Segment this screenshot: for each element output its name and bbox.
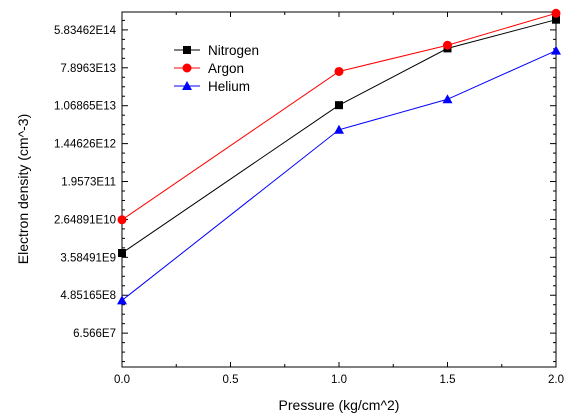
y-tick-label: 4.85165E8 bbox=[60, 290, 116, 302]
x-tick-label: 1.5 bbox=[440, 374, 456, 386]
data-point-helium bbox=[442, 94, 453, 104]
y-tick-label: 1.9573E11 bbox=[61, 177, 116, 189]
y-tick-label: 5.83462E14 bbox=[54, 25, 117, 37]
legend-marker-helium bbox=[182, 81, 192, 90]
series-line-nitrogen bbox=[121, 19, 557, 254]
x-tick-label: 0.0 bbox=[114, 374, 130, 386]
y-tick-label: 1.06865E13 bbox=[54, 101, 116, 113]
y-tick-label: 2.64891E10 bbox=[54, 214, 116, 226]
axis-ticks bbox=[121, 12, 557, 367]
legend-marker-argon bbox=[182, 63, 192, 73]
data-point-helium bbox=[117, 295, 127, 305]
legend-label-argon: Argon bbox=[208, 61, 244, 76]
y-tick-label: 3.58491E9 bbox=[60, 252, 116, 264]
y-axis-title: Electron density (cm^-3) bbox=[15, 114, 31, 265]
legend-marker-nitrogen bbox=[183, 46, 191, 54]
data-point-argon bbox=[551, 8, 561, 18]
series-line-argon bbox=[121, 12, 557, 221]
series-markers bbox=[117, 8, 561, 305]
y-tick-label: 6.566E7 bbox=[73, 328, 116, 340]
data-point-argon bbox=[443, 40, 452, 50]
data-point-nitrogen bbox=[118, 249, 126, 258]
data-point-nitrogen bbox=[552, 15, 560, 24]
y-tick-label: 7.8963E13 bbox=[60, 63, 116, 75]
data-point-helium bbox=[334, 124, 344, 134]
x-tick-label: 1.0 bbox=[331, 374, 347, 386]
series-lines bbox=[121, 12, 557, 301]
legend-label-nitrogen: Nitrogen bbox=[208, 43, 259, 58]
legend: Nitrogen Argon Helium bbox=[174, 43, 259, 94]
x-tick-label: 2.0 bbox=[548, 374, 564, 386]
axis-tick-labels: 0.0 0.5 1.0 1.5 2.0 6.566E7 4.85165E8 3.58491E9… bbox=[54, 25, 564, 386]
x-axis-title: Pressure (kg/cm^2) bbox=[279, 397, 400, 413]
data-point-helium bbox=[551, 45, 561, 55]
legend-label-helium: Helium bbox=[208, 79, 250, 94]
series-line-helium bbox=[121, 50, 557, 301]
data-point-argon bbox=[334, 66, 344, 76]
data-point-argon bbox=[117, 215, 127, 225]
data-point-nitrogen bbox=[335, 101, 343, 110]
x-tick-label: 0.5 bbox=[223, 374, 239, 386]
y-tick-label: 1.44626E12 bbox=[54, 139, 116, 151]
